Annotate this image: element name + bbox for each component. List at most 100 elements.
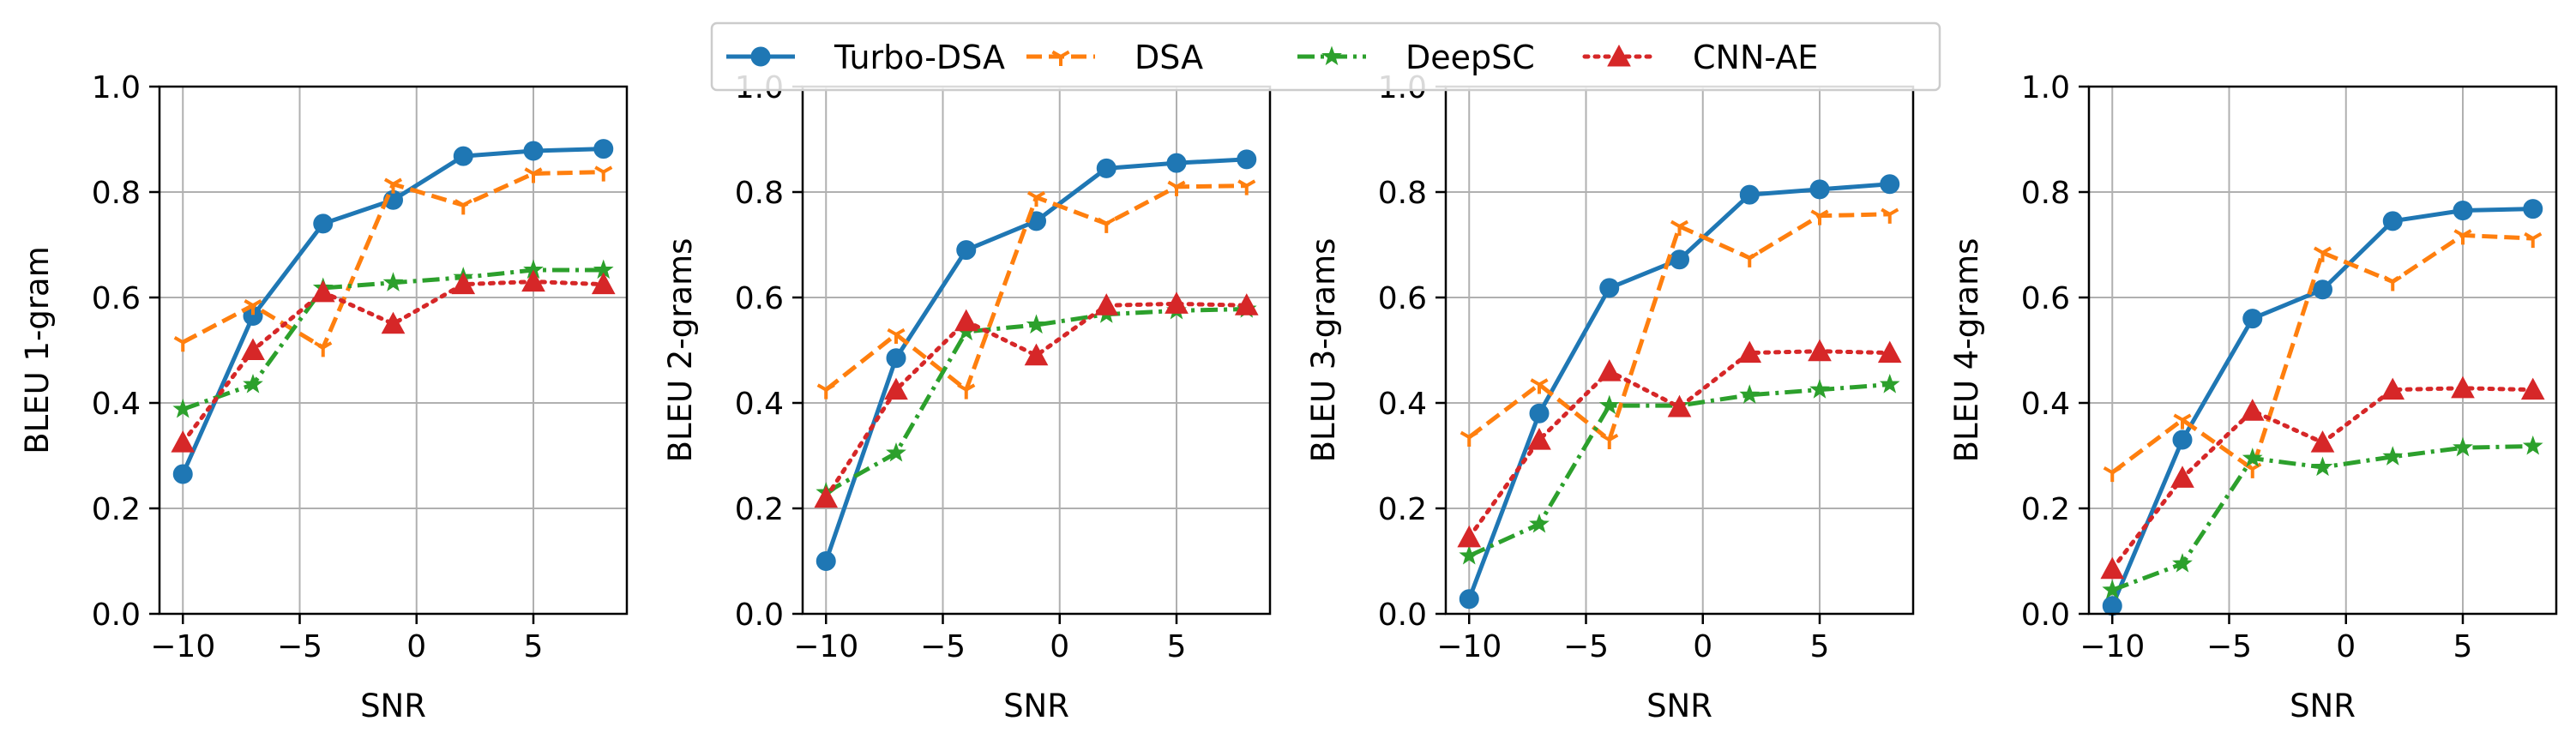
- legend: Turbo-DSA DSA DeepSC CNN-AE: [710, 21, 1941, 92]
- y-tick-label: 0.8: [2021, 176, 2070, 211]
- data-point-dsa: [524, 167, 543, 183]
- data-point-deepsc: [243, 374, 263, 394]
- y-tick-label: 0.4: [2021, 387, 2070, 422]
- x-tick-label: 0: [1693, 629, 1712, 664]
- data-point-cnn-ae: [451, 272, 476, 295]
- series-dsa: [173, 165, 613, 357]
- data-point-cnn-ae: [1165, 291, 1189, 314]
- data-point-deepsc: [2242, 448, 2263, 467]
- series-cnn-ae: [1457, 339, 1902, 548]
- data-point-turbo-dsa: [2382, 211, 2403, 231]
- legend-label-cnn-ae: CNN-AE: [1693, 39, 1818, 76]
- x-tick-label: −5: [2206, 629, 2252, 664]
- y-tick-label: 0.6: [2021, 281, 2070, 316]
- data-point-turbo-dsa: [1096, 158, 1116, 178]
- data-point-turbo-dsa: [523, 141, 544, 161]
- legend-entry-dsa: DSA: [1026, 39, 1203, 76]
- y-axis-label: BLEU 4-grams: [1948, 238, 1985, 463]
- data-point-cnn-ae: [814, 485, 839, 508]
- data-point-deepsc: [1529, 513, 1550, 533]
- data-point-dsa: [244, 298, 262, 315]
- x-tick-label: 5: [524, 629, 544, 664]
- data-point-deepsc: [1879, 374, 1900, 394]
- y-tick-label: 0.6: [735, 281, 784, 316]
- chart-panel-1: −10 −5 0 5 0.0 0.2 0.4 0.6 0.8 1.0 SNR BLEU 1-gram: [19, 70, 629, 724]
- data-point-dsa: [1740, 251, 1759, 267]
- data-point-turbo-dsa: [816, 551, 836, 571]
- data-point-turbo-dsa: [172, 464, 193, 484]
- data-point-turbo-dsa: [2523, 199, 2543, 219]
- data-point-dsa: [816, 383, 835, 400]
- x-tick-label: 0: [1050, 629, 1069, 664]
- data-point-turbo-dsa: [2102, 596, 2122, 616]
- data-point-dsa: [1600, 433, 1619, 450]
- data-point-deepsc: [1459, 544, 1480, 565]
- legend-label-deepsc: DeepSC: [1405, 39, 1535, 76]
- data-point-cnn-ae: [381, 311, 406, 334]
- y-tick-label: 0.6: [92, 281, 141, 316]
- data-point-dsa: [2383, 275, 2402, 291]
- x-axis-label: SNR: [2290, 688, 2356, 724]
- y-axis-label: BLEU 1-gram: [19, 246, 56, 454]
- data-point-cnn-ae: [1234, 293, 1259, 315]
- data-point-dsa: [1026, 190, 1046, 207]
- data-point-deepsc: [2312, 456, 2333, 477]
- data-point-dsa: [2313, 246, 2332, 262]
- series-cnn-ae: [2100, 376, 2545, 580]
- data-point-dsa: [1167, 180, 1186, 196]
- series-turbo-dsa: [172, 139, 614, 484]
- x-tick-label: 0: [406, 629, 426, 664]
- series-cnn-ae: [814, 291, 1259, 508]
- data-point-deepsc: [2102, 579, 2123, 599]
- data-point-turbo-dsa: [1529, 403, 1550, 424]
- y-tick-label: 0.2: [2021, 492, 2070, 527]
- data-point-dsa: [314, 341, 333, 357]
- y-tick-label: 0.8: [735, 176, 784, 211]
- axes-frame: [158, 85, 629, 616]
- data-point-cnn-ae: [2100, 556, 2125, 580]
- legend-entry-cnn-ae: CNN-AE: [1582, 39, 1818, 76]
- y-axis-label: BLEU 3-grams: [1305, 238, 1342, 463]
- data-point-dsa: [887, 327, 906, 345]
- series-turbo-dsa: [1459, 174, 1900, 610]
- legend-label-dsa: DSA: [1135, 39, 1203, 76]
- series-turbo-dsa: [2102, 199, 2543, 616]
- data-point-turbo-dsa: [2242, 309, 2263, 329]
- data-point-turbo-dsa: [2172, 430, 2193, 450]
- data-point-turbo-dsa: [886, 348, 906, 369]
- data-point-cnn-ae: [1094, 293, 1119, 315]
- data-point-turbo-dsa: [2313, 279, 2332, 300]
- data-point-deepsc: [1739, 384, 1760, 404]
- data-point-turbo-dsa: [1599, 278, 1620, 298]
- data-point-cnn-ae: [1527, 427, 1551, 450]
- legend-entry-deepsc: DeepSC: [1297, 39, 1535, 76]
- data-point-dsa: [957, 383, 976, 400]
- data-point-dsa: [2243, 462, 2262, 478]
- series-dsa: [1460, 207, 1899, 450]
- y-tick-label: 1.0: [2021, 70, 2070, 105]
- x-tick-label: −5: [1563, 629, 1609, 664]
- legend-marker-dsa: [1051, 50, 1070, 66]
- data-point-turbo-dsa: [1459, 589, 1479, 610]
- legend-marker-turbo-dsa: [750, 46, 771, 67]
- x-tick-label: −10: [2079, 629, 2145, 664]
- data-point-turbo-dsa: [1670, 249, 1689, 270]
- data-point-deepsc: [2522, 435, 2543, 455]
- data-point-cnn-ae: [1457, 525, 1482, 548]
- y-tick-label: 0.4: [92, 387, 141, 422]
- data-point-dsa: [2103, 466, 2122, 483]
- x-tick-label: −10: [793, 629, 858, 664]
- y-tick-label: 0.2: [1378, 492, 1427, 527]
- data-point-deepsc: [1026, 314, 1047, 334]
- legend-entry-turbo-dsa: Turbo-DSA: [726, 39, 1005, 76]
- data-point-dsa: [594, 165, 613, 182]
- data-point-cnn-ae: [2520, 377, 2545, 400]
- data-point-cnn-ae: [1667, 394, 1692, 418]
- data-point-dsa: [383, 177, 403, 194]
- x-tick-label: −10: [150, 629, 215, 664]
- data-point-turbo-dsa: [1809, 179, 1830, 200]
- series-dsa: [816, 179, 1256, 400]
- series-cnn-ae: [171, 269, 616, 453]
